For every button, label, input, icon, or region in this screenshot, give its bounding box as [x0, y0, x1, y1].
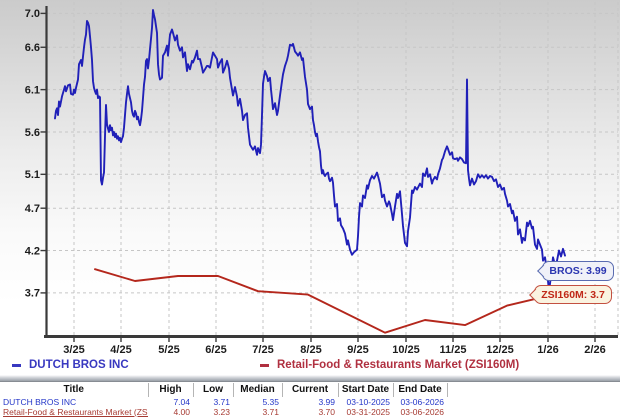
- summary-table: Title High Low Median Current Start Date…: [0, 383, 620, 417]
- bros-start-date: 03-10-2025: [346, 397, 390, 407]
- bros-price-label: BROS: 3.99: [549, 265, 607, 277]
- svg-text:11/25: 11/25: [440, 344, 467, 356]
- col-header-title: Title: [0, 383, 149, 397]
- bros-high-value: 7.04: [173, 397, 190, 407]
- row-title-dutch-bros: DUTCH BROS INC: [3, 397, 77, 407]
- svg-text:12/25: 12/25: [486, 344, 514, 356]
- zsi-high-value: 4.00: [173, 407, 190, 417]
- bros-median-value: 5.35: [262, 397, 279, 407]
- bros-low-value: 3.71: [213, 397, 230, 407]
- zsi-end-date: 03-06-2026: [400, 407, 444, 417]
- svg-text:4/25: 4/25: [110, 344, 131, 356]
- table-row-dutch-bros: DUTCH BROS INC 7.04 3.71 5.35 3.99 03-10…: [0, 397, 620, 407]
- svg-text:8/25: 8/25: [300, 344, 321, 356]
- svg-text:5/25: 5/25: [158, 344, 179, 356]
- row-title-zsi160m-link[interactable]: Retail-Food & Restaurants Market (ZSI160…: [3, 407, 148, 417]
- legend-label-zsi160m: Retail-Food & Restaurants Market (ZSI160…: [277, 359, 520, 371]
- col-header-filler: [447, 383, 620, 397]
- svg-text:1/26: 1/26: [537, 344, 558, 356]
- svg-text:5.6: 5.6: [25, 127, 40, 139]
- col-header-current: Current: [282, 383, 339, 397]
- legend-label-dutch-bros: DUTCH BROS INC: [29, 359, 129, 371]
- divider-bar: [0, 375, 620, 382]
- svg-text:5.1: 5.1: [25, 169, 40, 181]
- svg-text:7.0: 7.0: [25, 8, 40, 20]
- svg-text:4.7: 4.7: [25, 203, 40, 215]
- col-header-start-date: Start Date: [338, 383, 394, 397]
- col-header-high: High: [148, 383, 194, 397]
- zsi-line-marker-icon: [260, 363, 269, 367]
- col-header-median: Median: [233, 383, 283, 397]
- svg-text:3.7: 3.7: [25, 288, 40, 300]
- svg-text:3/25: 3/25: [63, 344, 84, 356]
- zsi-start-date: 03-31-2025: [346, 407, 390, 417]
- summary-table-header-row: Title High Low Median Current Start Date…: [0, 383, 620, 397]
- svg-text:10/25: 10/25: [392, 344, 420, 356]
- bros-end-date: 03-06-2026: [400, 397, 444, 407]
- svg-text:9/25: 9/25: [347, 344, 368, 356]
- zsi-current-value: 3.70: [318, 407, 335, 417]
- svg-text:4.2: 4.2: [25, 245, 40, 257]
- legend-item-zsi160m: Retail-Food & Restaurants Market (ZSI160…: [260, 357, 519, 373]
- bros-price-callout: BROS: 3.99: [542, 261, 614, 281]
- svg-text:6/25: 6/25: [205, 344, 226, 356]
- bros-line-marker-icon: [12, 363, 21, 367]
- svg-text:2/26: 2/26: [584, 344, 605, 356]
- svg-text:7/25: 7/25: [252, 344, 273, 356]
- zsi-low-value: 3.23: [213, 407, 230, 417]
- zsi-median-value: 3.71: [262, 407, 279, 417]
- zsi160m-price-callout: ZSI160M: 3.7: [534, 285, 612, 304]
- table-row-zsi160m: Retail-Food & Restaurants Market (ZSI160…: [0, 407, 620, 417]
- svg-text:6.6: 6.6: [25, 42, 40, 54]
- legend-item-dutch-bros: DUTCH BROS INC: [12, 357, 129, 373]
- svg-text:6.1: 6.1: [25, 84, 40, 96]
- price-chart-plot: 7.0 6.6 6.1 5.6 5.1 4.7 4.2 3.7 3/25 4/25 5/25 6/25…: [25, 2, 619, 356]
- col-header-end-date: End Date: [393, 383, 448, 397]
- zsi160m-price-label: ZSI160M: 3.7: [541, 288, 605, 301]
- bros-current-value: 3.99: [318, 397, 335, 407]
- col-header-low: Low: [193, 383, 234, 397]
